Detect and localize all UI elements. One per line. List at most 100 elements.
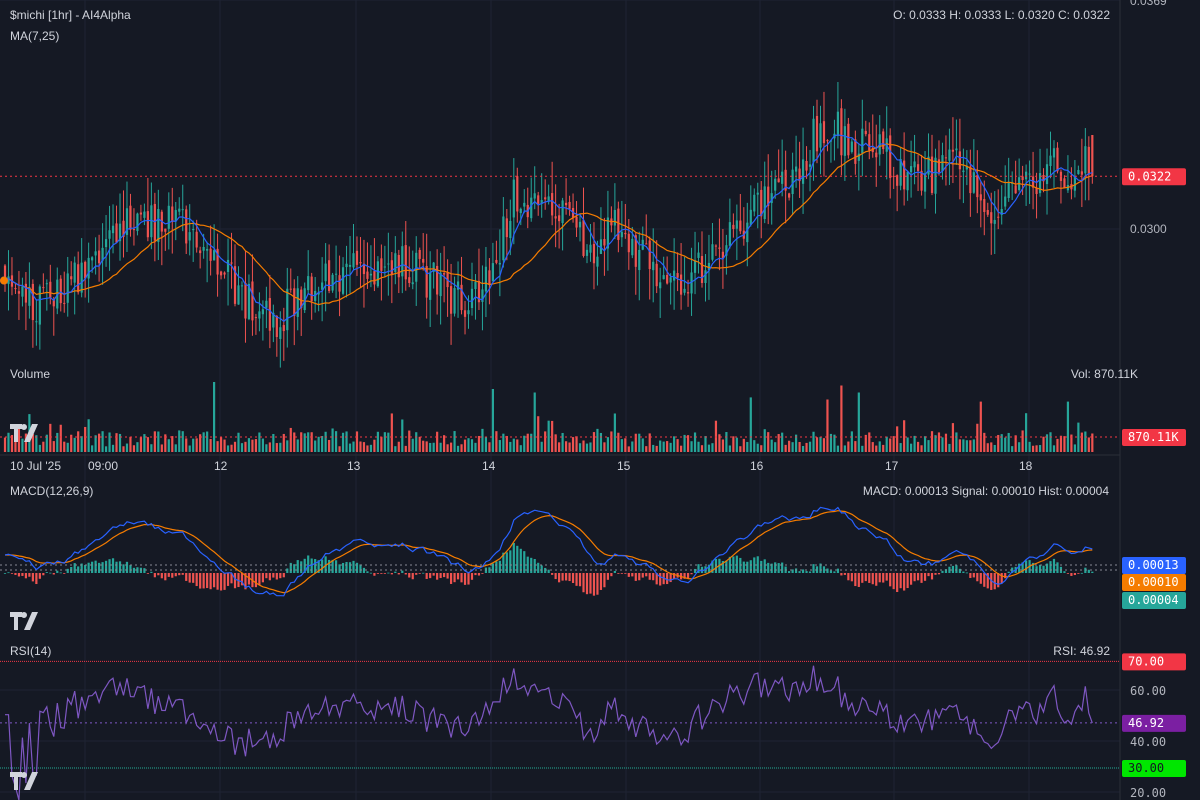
candle[interactable] [1084,128,1087,201]
macd-hist-bar[interactable] [132,567,136,573]
macd-hist-bar[interactable] [944,569,948,573]
macd-hist-bar[interactable] [293,564,296,573]
macd-hist-bar[interactable] [31,573,34,582]
volume-bar[interactable] [77,431,80,452]
volume-bar[interactable] [916,441,920,452]
macd-hist-bar[interactable] [498,560,501,573]
macd-hist-bar[interactable] [582,573,585,593]
macd-hist-bar[interactable] [282,573,285,578]
macd-hist-bar[interactable] [578,573,582,587]
macd-hist-bar[interactable] [1091,571,1094,573]
candle[interactable] [899,147,902,191]
volume-bar[interactable] [1028,441,1031,452]
candle[interactable] [624,203,627,239]
volume-bar[interactable] [993,444,996,452]
candle[interactable] [986,202,989,217]
macd-hist-bar[interactable] [136,567,139,573]
candle[interactable] [575,201,578,237]
macd-hist-bar[interactable] [613,571,616,573]
macd-hist-bar[interactable] [94,560,97,573]
candle[interactable] [683,256,686,296]
macd-hist-bar[interactable] [634,573,637,581]
macd-hist-bar[interactable] [341,562,345,573]
macd-hist-bar[interactable] [254,573,258,588]
candle[interactable] [885,106,888,180]
candle[interactable] [854,130,857,175]
candle[interactable] [199,246,202,269]
macd-hist-bar[interactable] [49,572,52,574]
macd-hist-bar[interactable] [334,560,338,573]
volume-bar[interactable] [324,431,327,452]
candle[interactable] [648,236,651,300]
volume-bar[interactable] [903,420,906,452]
ma25-line[interactable] [4,143,1093,306]
candle[interactable] [77,251,80,295]
volume-bar[interactable] [826,399,829,453]
candle[interactable] [822,91,826,177]
volume-bar[interactable] [934,435,937,452]
macd-hist-bar[interactable] [666,573,669,585]
macd-hist-bar[interactable] [1045,563,1049,573]
candle[interactable] [903,132,906,206]
candle[interactable] [383,245,386,277]
volume-bar[interactable] [885,436,888,452]
volume-bar[interactable] [662,441,665,452]
macd-hist-bar[interactable] [1087,569,1090,573]
candle[interactable] [997,189,1000,230]
volume-bar[interactable] [1011,446,1014,452]
macd-hist-bar[interactable] [599,573,603,590]
candle[interactable] [554,184,557,248]
candle[interactable] [1073,160,1076,198]
macd-hist-bar[interactable] [934,573,937,575]
macd-hist-bar[interactable] [439,573,442,579]
candle[interactable] [63,271,66,313]
macd-hist-bar[interactable] [707,564,711,573]
volume-bar[interactable] [686,435,690,452]
candle[interactable] [749,185,752,227]
signal-line[interactable] [4,510,1093,594]
volume-bar[interactable] [679,445,683,452]
macd-hist-bar[interactable] [509,550,512,573]
volume-bar[interactable] [861,445,864,452]
volume-bar[interactable] [854,441,857,452]
macd-hist-bar[interactable] [840,573,843,576]
candle[interactable] [258,292,261,332]
candle[interactable] [983,180,986,236]
macd-hist-bar[interactable] [903,573,906,591]
candle[interactable] [1011,171,1014,201]
volume-bar[interactable] [944,433,948,452]
macd-hist-bar[interactable] [35,573,38,585]
macd-hist-bar[interactable] [958,568,961,573]
volume-bar[interactable] [115,433,118,452]
volume-bar[interactable] [617,432,620,452]
macd-hist-bar[interactable] [941,570,944,573]
macd-hist-bar[interactable] [603,573,606,588]
volume-bar[interactable] [91,445,94,452]
macd-hist-bar[interactable] [188,573,191,583]
volume-bar[interactable] [296,439,299,452]
macd-hist-bar[interactable] [617,573,620,574]
volume-bar[interactable] [1056,438,1059,452]
volume-bar[interactable] [345,431,348,452]
volume-bar[interactable] [286,440,289,452]
macd-hist-bar[interactable] [648,573,651,580]
macd-hist-bar[interactable] [686,573,690,579]
candle[interactable] [219,270,223,280]
volume-bar[interactable] [735,437,738,452]
macd-hist-bar[interactable] [997,573,1000,588]
volume-bar[interactable] [910,443,913,452]
macd-hist-bar[interactable] [812,564,815,573]
macd-hist-bar[interactable] [833,571,836,573]
candle[interactable] [1035,172,1038,219]
volume-bar[interactable] [251,439,254,452]
macd-hist-bar[interactable] [449,573,453,584]
macd-hist-bar[interactable] [24,573,28,579]
macd-hist-bar[interactable] [338,564,341,573]
volume-bar[interactable] [24,433,28,452]
macd-line[interactable] [4,506,1093,597]
macd-hist-bar[interactable] [805,571,808,573]
candle[interactable] [948,128,951,185]
candle[interactable] [767,154,770,225]
volume-bar[interactable] [753,440,756,452]
macd-hist-bar[interactable] [693,568,697,573]
